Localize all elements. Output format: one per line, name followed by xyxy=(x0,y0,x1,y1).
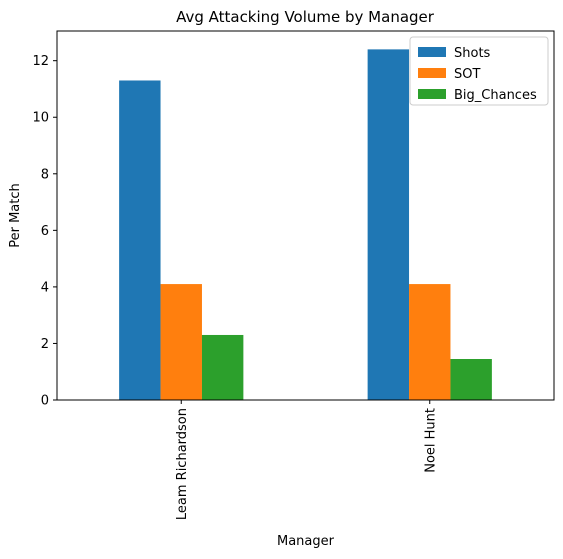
x-tick-label: Leam Richardson xyxy=(175,408,190,520)
legend-swatch-big-chances xyxy=(418,89,446,99)
plot-frame xyxy=(56,30,555,401)
legend-swatch-shots xyxy=(418,47,446,57)
bar-sot-0 xyxy=(160,284,202,400)
y-tick-label: 6 xyxy=(41,224,49,239)
x-axis-label: Manager xyxy=(277,534,335,549)
bar-big-chances-0 xyxy=(201,334,244,400)
bar-shots-0 xyxy=(119,80,161,400)
bar-shots-1 xyxy=(367,49,410,401)
legend: Shots SOT Big_Chances xyxy=(409,36,549,106)
bar-sot-1 xyxy=(409,284,451,400)
x-tick-label: Noel Hunt xyxy=(423,408,438,473)
legend-label-shots: Shots xyxy=(454,46,491,61)
bars-layer xyxy=(119,49,492,401)
legend-label-sot: SOT xyxy=(454,67,480,82)
legend-swatch-sot xyxy=(418,68,446,78)
y-tick-label: 10 xyxy=(32,111,49,126)
bar-big-chances-1 xyxy=(450,359,492,400)
y-tick-label: 2 xyxy=(41,337,49,352)
x-axis: Leam Richardson Noel Hunt xyxy=(175,400,438,520)
y-tick-label: 12 xyxy=(32,54,49,69)
chart-title: Avg Attacking Volume by Manager xyxy=(176,8,435,26)
legend-label-big-chances: Big_Chances xyxy=(454,88,537,103)
y-tick-label: 8 xyxy=(41,167,49,182)
y-tick-label: 0 xyxy=(41,394,49,409)
y-axis-label: Per Match xyxy=(8,183,23,248)
y-axis: 0 2 4 6 8 10 12 xyxy=(32,54,57,409)
y-tick-label: 4 xyxy=(41,280,49,295)
